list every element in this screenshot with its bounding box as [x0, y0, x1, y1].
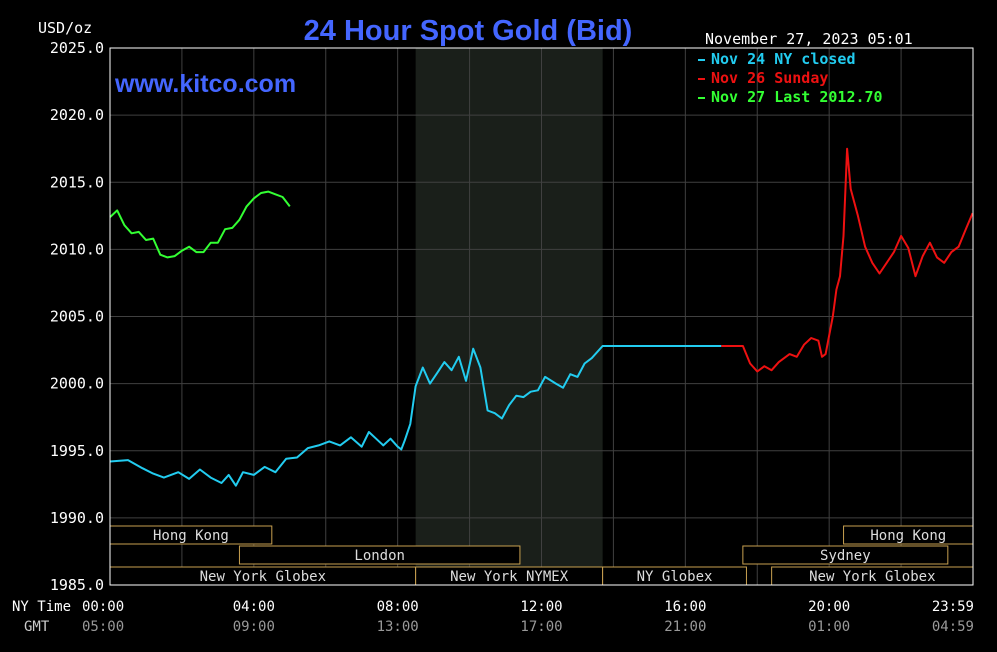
unit-label: USD/oz [38, 19, 92, 37]
ny-time-tick: 04:00 [233, 599, 275, 615]
gmt-label: GMT [24, 619, 50, 635]
y-tick-label: 2025.0 [50, 39, 104, 57]
series-line-nov-26 [721, 147, 974, 373]
watermark: www.kitco.com [114, 70, 296, 98]
ny-time-tick: 08:00 [377, 599, 419, 615]
gmt-time-tick: 01:00 [808, 619, 850, 635]
y-tick-label: 2005.0 [50, 308, 104, 326]
session-label: Sydney [820, 548, 871, 564]
series-line-nov-27 [109, 190, 291, 259]
y-tick-label: 1995.0 [50, 442, 104, 460]
legend-swatch [698, 78, 705, 80]
session-label: New York Globex [200, 569, 326, 585]
grid-lines [110, 47, 973, 586]
ny-time-tick: 20:00 [808, 599, 850, 615]
ny-time-label: NY Time [12, 599, 71, 615]
session-bar [238, 545, 521, 565]
ny-time-tick: 12:00 [520, 599, 562, 615]
session-label: London [354, 548, 405, 564]
gmt-time-tick: 17:00 [520, 619, 562, 635]
session-label: Hong Kong [870, 528, 946, 544]
legend-swatch [698, 59, 705, 61]
y-tick-label: 1985.0 [50, 576, 104, 594]
session-label: NY Globex [637, 569, 713, 585]
legend-label: Nov 24 NY closed [711, 50, 856, 68]
gmt-time-tick: 21:00 [664, 619, 706, 635]
session-bar [742, 545, 949, 565]
price-series [109, 147, 974, 487]
series-line-nov-24 [109, 345, 722, 487]
gmt-time-tick: 09:00 [233, 619, 275, 635]
gmt-time-tick: 04:59 [932, 619, 974, 635]
y-tick-label: 2010.0 [50, 240, 104, 258]
chart-title: 24 Hour Spot Gold (Bid) [304, 15, 633, 47]
y-tick-label: 2015.0 [50, 173, 104, 191]
gmt-time-tick: 05:00 [82, 619, 124, 635]
ny-time-tick: 16:00 [664, 599, 706, 615]
legend-label: Nov 26 Sunday [711, 69, 828, 87]
y-tick-label: 1990.0 [50, 509, 104, 527]
legend-label: Nov 27 Last 2012.70 [711, 88, 883, 106]
ny-time-tick: 23:59 [932, 599, 974, 615]
y-tick-label: 2020.0 [50, 106, 104, 124]
session-label: New York Globex [809, 569, 935, 585]
trading-sessions: Hong Kong Hong Kong London Sydney New York G… [109, 525, 974, 586]
plot-frame [109, 47, 974, 586]
session-label: Hong Kong [153, 528, 229, 544]
y-tick-labels: 1985.0 1990.0 1995.0 2000.0 2005.0 2010.0 2015… [50, 39, 104, 594]
gmt-time-tick: 13:00 [377, 619, 419, 635]
session-label: New York NYMEX [450, 569, 569, 585]
chart-timestamp: November 27, 2023 05:01 [705, 30, 913, 48]
y-tick-label: 2000.0 [50, 375, 104, 393]
x-tick-labels: 00:00 05:00 04:00 09:00 08:00 13:00 12:00 17:00… [82, 599, 974, 635]
legend-swatch [698, 97, 705, 99]
ny-time-tick: 00:00 [82, 599, 124, 615]
